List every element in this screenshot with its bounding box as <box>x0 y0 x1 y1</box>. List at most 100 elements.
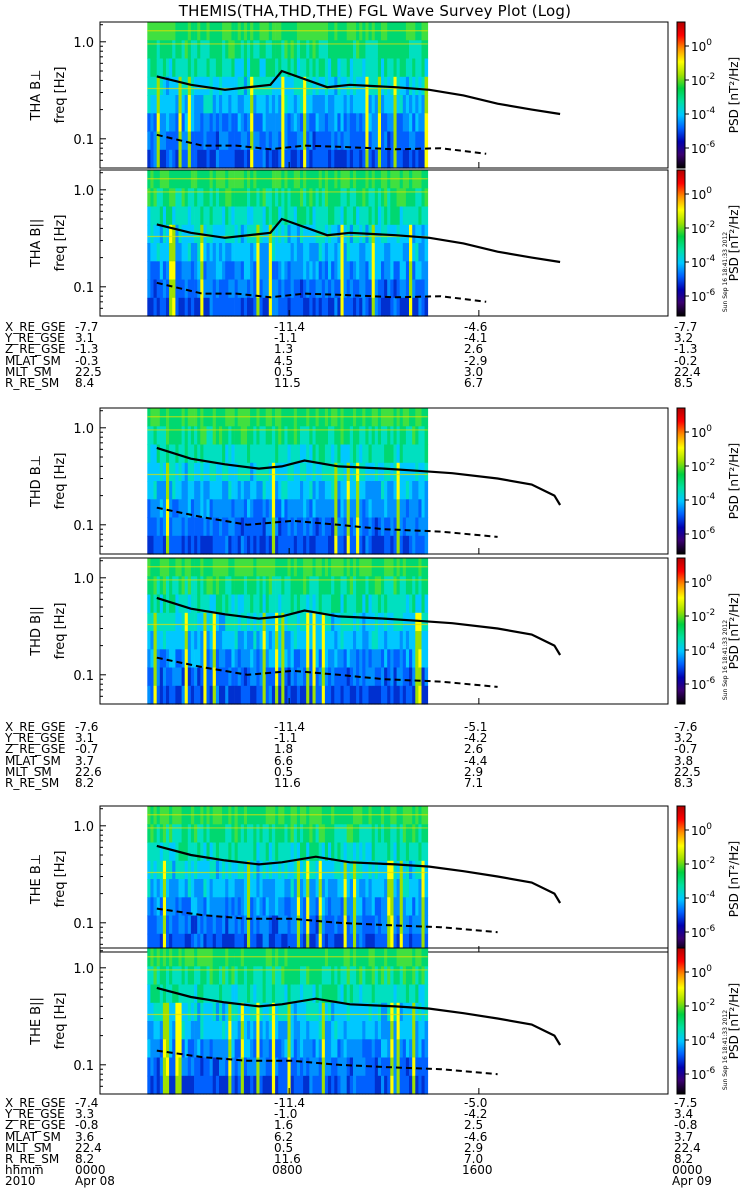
spectrogram-cell <box>287 1002 291 1022</box>
spectrogram-cell <box>315 948 320 967</box>
spectrogram-cell <box>147 58 151 78</box>
spectrogram-cell <box>377 594 382 614</box>
spectrogram-cell <box>362 806 366 825</box>
spectrogram-cell <box>359 558 363 577</box>
spectrogram-cell <box>349 22 354 41</box>
spectrogram-cell <box>212 131 217 151</box>
spectrogram-cell <box>405 915 410 935</box>
spectrogram-cell <box>159 879 164 898</box>
spectrogram-cell <box>200 170 204 189</box>
spectrogram-cell <box>228 842 232 862</box>
spectrogram-cell <box>328 984 332 1004</box>
spectrogram-cell <box>184 933 189 953</box>
spectrogram-cell <box>300 1075 304 1095</box>
spectrogram-cell <box>156 933 161 953</box>
spectrogram-cell <box>153 594 157 614</box>
spectrogram-cell <box>293 649 298 669</box>
spectrogram-cell <box>318 1002 323 1022</box>
spectrogram-cell <box>234 1075 239 1095</box>
spectrogram-cell <box>399 22 404 41</box>
spectrogram-cell <box>200 649 204 669</box>
spectrogram-cell <box>169 426 173 446</box>
colorbar-tick-label: 10-4 <box>691 1032 716 1048</box>
spectrogram-cell <box>234 408 239 427</box>
spectrogram-cell <box>312 149 316 169</box>
spectrogram-cell <box>306 279 310 299</box>
spectrogram-cell <box>334 1057 338 1077</box>
colorbar-label: PSD [nT²/Hz] <box>727 205 741 281</box>
spectrogram-cell <box>353 149 357 169</box>
spectrogram-cell <box>371 1021 376 1040</box>
spectrogram-cell <box>393 243 397 262</box>
spectrogram-cell <box>387 517 391 537</box>
ephemeris-value: 22.4 <box>674 1140 701 1155</box>
spectrogram-cell <box>265 842 270 862</box>
colorbar-tick-label: 100 <box>691 822 712 838</box>
spectrogram-cell <box>219 261 223 281</box>
spectrogram-cell <box>278 594 282 614</box>
spectrogram-cell <box>368 22 372 41</box>
spectrogram-cell <box>412 426 416 446</box>
spectrogram-cell <box>293 297 298 317</box>
spectrogram-cell <box>262 481 267 500</box>
spectrogram-cell <box>156 58 161 78</box>
spectrogram-cell <box>387 576 391 596</box>
spectrogram-cell <box>324 40 329 60</box>
spectrogram-cell <box>409 517 413 537</box>
spectrogram-cell <box>253 576 257 596</box>
spectrogram-cell <box>405 948 410 967</box>
spectrogram-cell <box>353 879 357 898</box>
spectrogram-cell <box>312 243 316 262</box>
spectrogram-cell <box>368 1002 372 1022</box>
spectrogram-cell <box>374 1039 379 1059</box>
spectrogram-cell <box>166 824 170 844</box>
spectrogram-cell <box>228 612 232 632</box>
spectrogram-cell <box>259 170 263 189</box>
ephemeris-value: 0.5 <box>274 764 294 779</box>
spectrogram-cell <box>315 667 320 687</box>
ephemeris-value: -1.0 <box>274 1107 298 1122</box>
spectrogram-cell <box>166 1039 170 1059</box>
spectrogram-cell <box>362 948 366 967</box>
spectrogram-cell <box>306 594 310 614</box>
spectrogram-cell <box>405 22 410 41</box>
spectrogram-cell <box>237 408 242 427</box>
spectrogram-cell <box>312 1021 316 1040</box>
spectrogram-cell <box>162 462 167 482</box>
spectrogram-cell <box>365 897 369 917</box>
spectrogram-cell <box>187 517 192 537</box>
spectrogram-cell <box>271 1075 276 1095</box>
spectrogram-cell <box>215 966 220 986</box>
time-axis-label: hhmm <box>5 1163 44 1178</box>
spectrogram-cell <box>172 261 176 281</box>
spectrogram-cell <box>353 576 357 596</box>
spectrogram-cell <box>275 76 279 96</box>
spectrogram-cell <box>262 131 267 151</box>
spectrogram-cell <box>162 966 167 986</box>
spectrogram-cell <box>190 933 195 953</box>
spectrogram-cell <box>162 76 167 96</box>
spectrogram-cell <box>147 966 151 986</box>
spectrogram-cell <box>331 279 335 299</box>
spectrogram-cell <box>331 667 335 687</box>
spectrogram-cell <box>421 1039 425 1059</box>
spectrogram-cell <box>415 408 419 427</box>
spectrogram-cell <box>243 685 248 705</box>
spectrogram-cell <box>156 966 161 986</box>
spectrogram-cell <box>374 1002 379 1022</box>
spectrogram-cell <box>268 594 273 614</box>
spectrogram-cell <box>303 95 307 114</box>
spectrogram-cell <box>187 444 192 464</box>
spectrogram-cell <box>340 806 344 825</box>
spectrogram-cell <box>412 22 416 41</box>
spectrogram-cell <box>296 22 301 41</box>
spectrogram-cell <box>206 667 210 687</box>
spectrogram-cell <box>159 1039 164 1059</box>
spectrogram-cell <box>234 558 239 577</box>
spectrogram-cell <box>309 1002 313 1022</box>
spectrogram-cell <box>228 667 232 687</box>
spectrogram-cell <box>337 1021 341 1040</box>
spectrogram-cell <box>315 631 320 650</box>
spectrogram-cell <box>259 842 263 862</box>
spectrogram-cell <box>231 113 235 133</box>
